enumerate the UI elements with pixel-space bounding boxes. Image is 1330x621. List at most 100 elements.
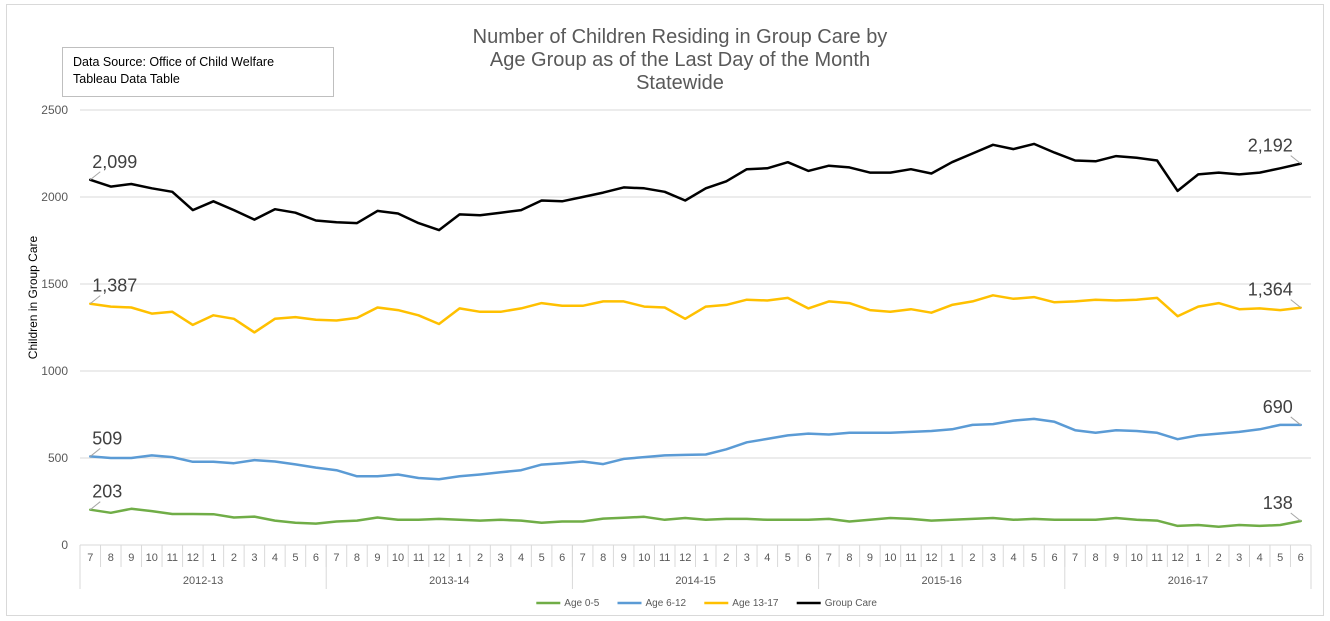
series-line-group-care: [89, 142, 1302, 232]
data-label-end: 1,364: [1248, 280, 1293, 300]
x-tick-label: 8: [354, 552, 360, 564]
x-tick-label: 8: [600, 552, 606, 564]
x-tick-label: 2: [477, 552, 483, 564]
y-tick-label: 0: [61, 538, 68, 552]
x-tick-label: 1: [703, 552, 709, 564]
chart-title-line-2: Age Group as of the Last Day of the Mont…: [489, 49, 871, 71]
legend-label: Age 13-17: [732, 598, 779, 609]
x-tick-label: 10: [1130, 552, 1142, 564]
x-tick-label: 3: [1236, 552, 1242, 564]
x-tick-label: 4: [518, 552, 524, 564]
x-group-label: 2014-15: [675, 575, 715, 587]
series-line-age-13-17: [89, 294, 1302, 334]
x-group-label: 2013-14: [429, 575, 469, 587]
gridlines: [80, 109, 1311, 546]
x-tick-label: 6: [805, 552, 811, 564]
legend: Age 0-5 Age 6-12 Age 13-17 Group Care: [536, 598, 877, 609]
x-tick-label: 7: [333, 552, 339, 564]
x-tick-label: 8: [108, 552, 114, 564]
data-label-start: 1,387: [92, 276, 137, 296]
x-tick-label: 3: [498, 552, 504, 564]
x-tick-label: 10: [146, 552, 158, 564]
x-tick-label: 10: [392, 552, 404, 564]
x-tick-label: 3: [744, 552, 750, 564]
x-tick-label: 1: [456, 552, 462, 564]
data-labels: 203 138 509 690 1,387 1,364 2,099 2,192: [89, 136, 1302, 522]
x-tick-label: 10: [884, 552, 896, 564]
x-tick-label: 5: [292, 552, 298, 564]
label-leader-line: [1290, 512, 1302, 522]
chart-frame: [6, 4, 1324, 616]
x-tick-label: 6: [1051, 552, 1057, 564]
x-tick-label: 7: [87, 552, 93, 564]
x-tick-label: 11: [905, 552, 916, 564]
x-group-label: 2012-13: [183, 575, 223, 587]
x-tick-label: 1: [1195, 552, 1201, 564]
x-tick-label: 9: [128, 552, 134, 564]
x-axis: 7 8 9 10 11 12 1 2 3 4 5 6 7 8 9 10 11 12 1 2 3 4 5 6 7 8 9 10 11 12 1…: [79, 544, 1312, 589]
x-group-label: 2015-16: [922, 575, 962, 587]
x-tick-label: 5: [785, 552, 791, 564]
chart-title-line-1: Number of Children Residing in Group Car…: [472, 26, 888, 48]
label-leader-line: [1290, 416, 1302, 426]
x-tick-label: 9: [621, 552, 627, 564]
x-tick-label: 7: [580, 552, 586, 564]
x-tick-label: 12: [1172, 552, 1184, 564]
label-leader-line: [89, 171, 101, 181]
x-group-label: 2016-17: [1168, 575, 1208, 587]
label-leader-line: [1290, 155, 1302, 164]
x-tick-label: 7: [826, 552, 832, 564]
data-label-start: 203: [92, 482, 122, 502]
x-tick-label: 2: [723, 552, 729, 564]
x-tick-label: 3: [251, 552, 257, 564]
x-tick-label: 12: [433, 552, 445, 564]
x-tick-label: 3: [990, 552, 996, 564]
x-tick-label: 9: [1113, 552, 1119, 564]
y-axis-title: Children in Group Care: [26, 235, 40, 359]
y-axis: 0 500 1000 1500 2000 2500 Children in Group Ca…: [26, 103, 68, 552]
x-tick-label: 9: [867, 552, 873, 564]
x-tick-label: 2: [969, 552, 975, 564]
legend-label: Group Care: [825, 598, 878, 609]
x-tick-label: 9: [374, 552, 380, 564]
data-label-end: 138: [1263, 493, 1293, 513]
x-tick-label: 4: [1257, 552, 1263, 564]
x-tick-label: 4: [272, 552, 278, 564]
y-tick-label: 500: [48, 451, 68, 465]
x-tick-label: 12: [925, 552, 937, 564]
series-lines: [89, 142, 1302, 528]
legend-label: Age 0-5: [564, 598, 599, 609]
y-tick-label: 2500: [41, 103, 68, 117]
chart-title: Number of Children Residing in Group Car…: [350, 26, 1010, 95]
data-source-box: Data Source: Office of Child Welfare Tab…: [62, 47, 334, 97]
label-leader-line: [1290, 299, 1302, 309]
y-tick-label: 2000: [41, 190, 68, 204]
x-tick-label: 6: [559, 552, 565, 564]
x-tick-label: 11: [659, 552, 670, 564]
x-tick-label: 8: [846, 552, 852, 564]
x-tick-label: 5: [1277, 552, 1283, 564]
x-tick-label: 4: [764, 552, 770, 564]
x-tick-label: 1: [949, 552, 955, 564]
x-tick-label: 11: [1151, 552, 1162, 564]
x-tick-label: 4: [1010, 552, 1016, 564]
label-leader-line: [89, 295, 101, 305]
x-tick-label: 12: [679, 552, 691, 564]
series-line-age-0-5: [89, 507, 1302, 528]
chart-title-line-3: Statewide: [636, 72, 724, 94]
x-tick-label: 11: [167, 552, 178, 564]
data-label-start: 2,099: [92, 152, 137, 172]
x-tick-label: 1: [210, 552, 216, 564]
x-tick-label: 7: [1072, 552, 1078, 564]
x-tick-label: 6: [313, 552, 319, 564]
y-tick-label: 1000: [41, 364, 68, 378]
x-tick-label: 12: [187, 552, 199, 564]
x-tick-label: 8: [1093, 552, 1099, 564]
x-tick-label: 2: [1216, 552, 1222, 564]
data-label-end: 690: [1263, 397, 1293, 417]
label-leader-line: [89, 448, 101, 457]
x-tick-label: 5: [1031, 552, 1037, 564]
data-source-line-2: Tableau Data Table: [73, 72, 180, 86]
x-tick-label: 6: [1298, 552, 1304, 564]
